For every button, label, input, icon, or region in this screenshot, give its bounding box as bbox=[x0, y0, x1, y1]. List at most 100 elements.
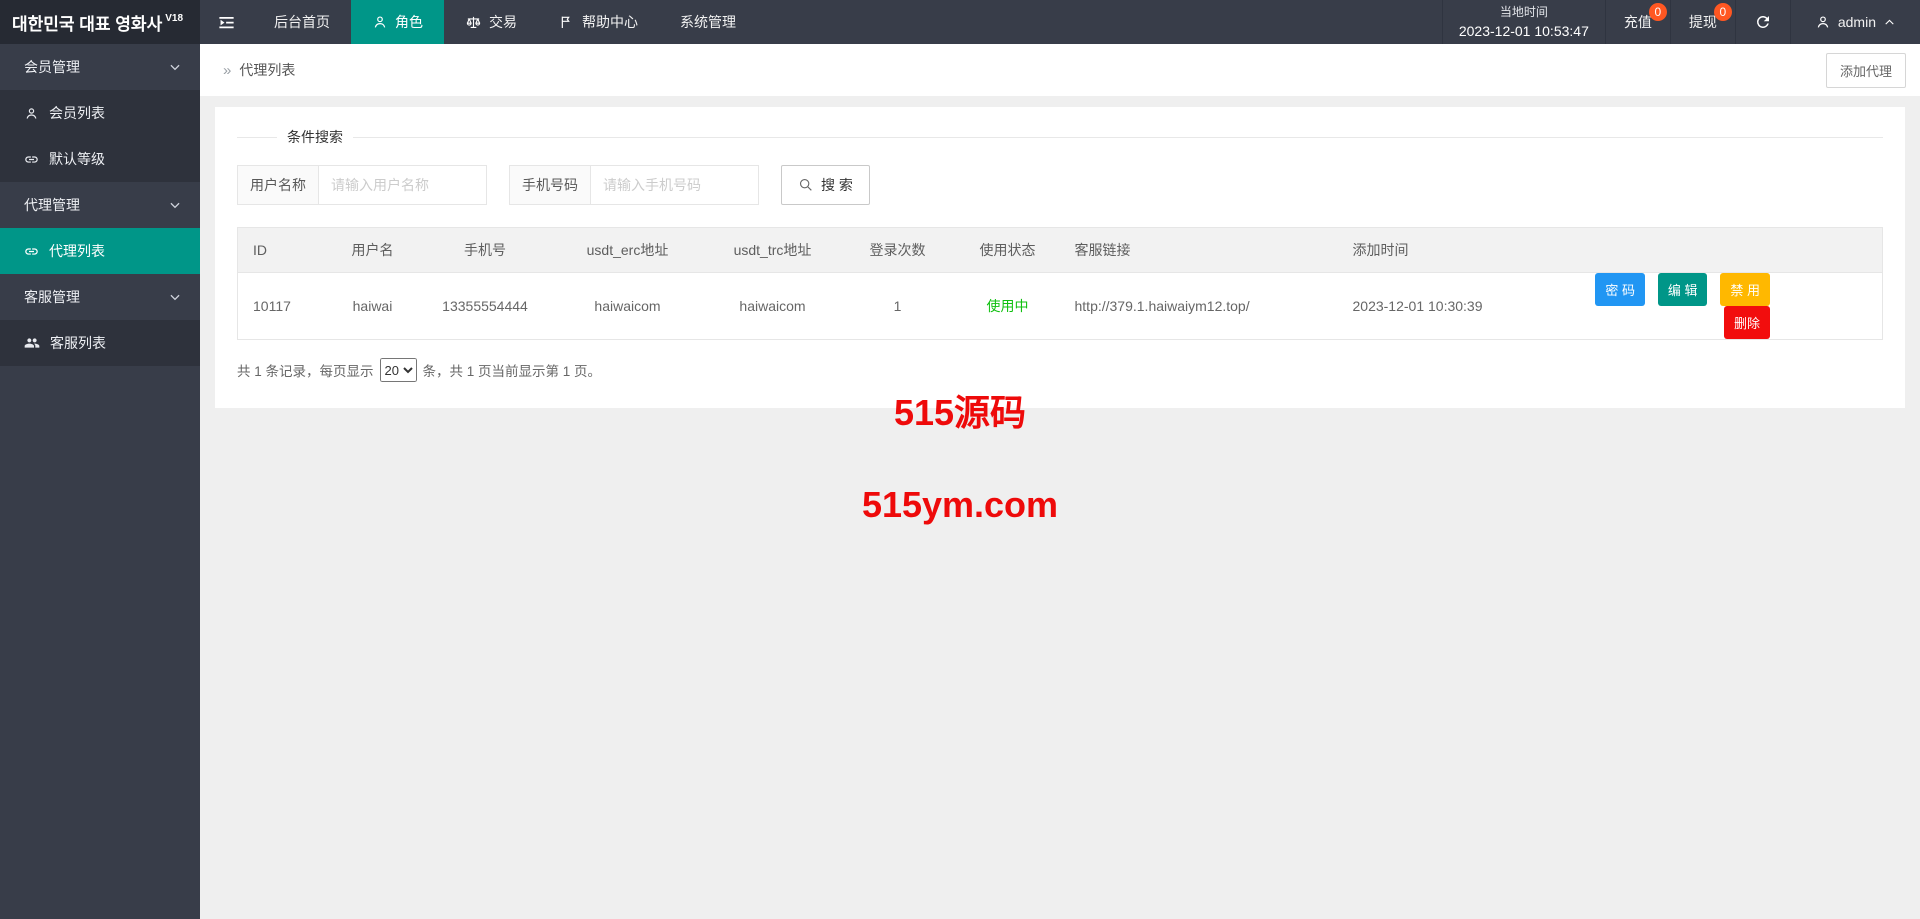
chevron-up-icon bbox=[1885, 19, 1894, 25]
chevron-down-icon bbox=[170, 294, 180, 301]
tab-label: 后台首页 bbox=[274, 14, 330, 30]
link-icon bbox=[25, 247, 38, 255]
table-header-row: ID 用户名 手机号 usdt_erc地址 usdt_trc地址 登录次数 使用… bbox=[237, 227, 1883, 273]
password-button[interactable]: 密 码 bbox=[1595, 273, 1645, 306]
person-icon bbox=[1817, 16, 1829, 28]
cell-add-time: 2023-12-01 10:30:39 bbox=[1332, 272, 1563, 340]
sidebar-group-service[interactable]: 客服管理 bbox=[0, 274, 200, 320]
sidebar-group-agent[interactable]: 代理管理 bbox=[0, 182, 200, 228]
col-service-link: 客服链接 bbox=[1062, 227, 1333, 273]
status-badge: 使用中 bbox=[986, 298, 1029, 314]
username-input[interactable] bbox=[319, 165, 487, 205]
tab-help-center[interactable]: 帮助中心 bbox=[538, 0, 659, 44]
sidebar-group-label: 客服管理 bbox=[24, 289, 80, 305]
col-add-time: 添加时间 bbox=[1332, 227, 1563, 273]
refresh-button[interactable] bbox=[1734, 0, 1790, 44]
person-icon bbox=[374, 16, 386, 28]
sidebar-group-member[interactable]: 会员管理 bbox=[0, 44, 200, 90]
content-card: 条件搜索 用户名称 手机号码 搜 索 ID bbox=[215, 107, 1905, 408]
col-usdt-erc: usdt_erc地址 bbox=[552, 227, 703, 273]
main-content: » 代理列表 添加代理 条件搜索 用户名称 手机号码 搜 索 bbox=[200, 44, 1920, 919]
withdraw-label: 提现 bbox=[1688, 14, 1717, 30]
cell-usdt-erc: haiwaicom bbox=[552, 272, 703, 340]
tab-label: 交易 bbox=[489, 14, 517, 30]
tab-system[interactable]: 系统管理 bbox=[659, 0, 757, 44]
table-row: 10117 haiwai 13355554444 haiwaicom haiwa… bbox=[237, 272, 1883, 340]
recharge-badge: 0 bbox=[1648, 3, 1667, 21]
cell-usdt-trc: haiwaicom bbox=[702, 272, 843, 340]
cell-id: 10117 bbox=[237, 272, 328, 340]
breadcrumb-bar: » 代理列表 添加代理 bbox=[200, 44, 1920, 96]
brand-title: 대한민국 대표 영화사 bbox=[12, 14, 163, 34]
phone-input[interactable] bbox=[591, 165, 759, 205]
people-icon bbox=[24, 338, 40, 348]
phone-field-label: 手机号码 bbox=[509, 165, 591, 205]
tab-trade[interactable]: 交易 bbox=[444, 0, 538, 44]
disable-button[interactable]: 禁 用 bbox=[1720, 273, 1770, 306]
col-username: 用户名 bbox=[327, 227, 418, 273]
local-time-value: 2023-12-01 10:53:47 bbox=[1458, 22, 1589, 39]
search-form: 用户名称 手机号码 搜 索 bbox=[237, 165, 1883, 205]
sidebar-toggle-button[interactable] bbox=[200, 0, 253, 44]
cell-phone: 13355554444 bbox=[417, 272, 553, 340]
recharge-label: 充值 bbox=[1623, 14, 1652, 30]
cell-username: haiwai bbox=[327, 272, 418, 340]
col-id: ID bbox=[237, 227, 328, 273]
tab-label: 系统管理 bbox=[680, 14, 736, 30]
sidebar: 会员管理 会员列表 默认等级 代理管理 代理列表 客服管理 客服列表 bbox=[0, 44, 200, 919]
tab-dashboard[interactable]: 后台首页 bbox=[253, 0, 351, 44]
username: admin bbox=[1837, 14, 1876, 30]
search-icon bbox=[799, 178, 812, 191]
page-title: 代理列表 bbox=[239, 62, 296, 78]
tab-label: 帮助中心 bbox=[582, 14, 638, 30]
sidebar-item-default-level[interactable]: 默认等级 bbox=[0, 136, 200, 182]
cell-login-count: 1 bbox=[842, 272, 953, 340]
breadcrumb: » 代理列表 bbox=[223, 60, 295, 80]
withdraw-button[interactable]: 提现 0 bbox=[1669, 0, 1735, 44]
cell-status: 使用中 bbox=[952, 272, 1063, 340]
col-usdt-trc: usdt_trc地址 bbox=[702, 227, 843, 273]
brand-version: V18 bbox=[165, 12, 184, 24]
link-icon bbox=[25, 155, 38, 163]
search-button[interactable]: 搜 索 bbox=[781, 165, 870, 205]
scales-icon bbox=[466, 16, 481, 28]
flag-icon bbox=[561, 16, 570, 28]
withdraw-badge: 0 bbox=[1713, 3, 1732, 21]
agents-table: ID 用户名 手机号 usdt_erc地址 usdt_trc地址 登录次数 使用… bbox=[237, 227, 1883, 340]
sidebar-group-label: 会员管理 bbox=[24, 59, 80, 75]
sidebar-item-label: 代理列表 bbox=[49, 243, 105, 259]
username-field-group: 用户名称 bbox=[237, 165, 487, 205]
page-size-select[interactable]: 20 bbox=[379, 358, 417, 382]
col-phone: 手机号 bbox=[417, 227, 553, 273]
top-bar: 대한민국 대표 영화사 V18 后台首页 角色 交易 帮助中心 系统管理 当地时间… bbox=[0, 0, 1920, 44]
user-menu[interactable]: admin bbox=[1789, 0, 1920, 44]
sidebar-group-label: 代理管理 bbox=[24, 197, 80, 213]
watermark-line1: 515源码 bbox=[893, 392, 1027, 433]
add-agent-button[interactable]: 添加代理 bbox=[1825, 52, 1906, 88]
top-nav: 后台首页 角色 交易 帮助中心 系统管理 bbox=[200, 0, 757, 44]
person-icon bbox=[26, 107, 37, 119]
col-login-count: 登录次数 bbox=[842, 227, 953, 273]
sidebar-item-agent-list[interactable]: 代理列表 bbox=[0, 228, 200, 274]
breadcrumb-arrow-icon: » bbox=[223, 61, 232, 79]
tab-roles[interactable]: 角色 bbox=[351, 0, 444, 44]
delete-button[interactable]: 删除 bbox=[1723, 306, 1770, 339]
recharge-button[interactable]: 充值 0 bbox=[1604, 0, 1670, 44]
tab-label: 角色 bbox=[395, 14, 423, 30]
watermark-line2: 515ym.com bbox=[861, 484, 1059, 525]
sidebar-item-member-list[interactable]: 会员列表 bbox=[0, 90, 200, 136]
col-operations bbox=[1562, 227, 1883, 273]
refresh-icon bbox=[1756, 15, 1769, 28]
cell-operations: 密 码 编 辑 禁 用 删除 bbox=[1562, 272, 1883, 340]
col-status: 使用状态 bbox=[952, 227, 1063, 273]
sidebar-item-label: 客服列表 bbox=[50, 335, 106, 351]
search-button-label: 搜 索 bbox=[821, 177, 853, 193]
local-time: 当地时间 2023-12-01 10:53:47 bbox=[1441, 0, 1605, 44]
top-right-area: 当地时间 2023-12-01 10:53:47 充值 0 提现 0 admin bbox=[1441, 0, 1920, 44]
edit-button[interactable]: 编 辑 bbox=[1657, 273, 1708, 306]
chevron-down-icon bbox=[170, 202, 180, 209]
collapse-menu-icon bbox=[219, 16, 234, 28]
sidebar-item-label: 默认等级 bbox=[49, 151, 105, 167]
search-legend: 条件搜索 bbox=[287, 129, 343, 145]
sidebar-item-service-list[interactable]: 客服列表 bbox=[0, 320, 200, 366]
